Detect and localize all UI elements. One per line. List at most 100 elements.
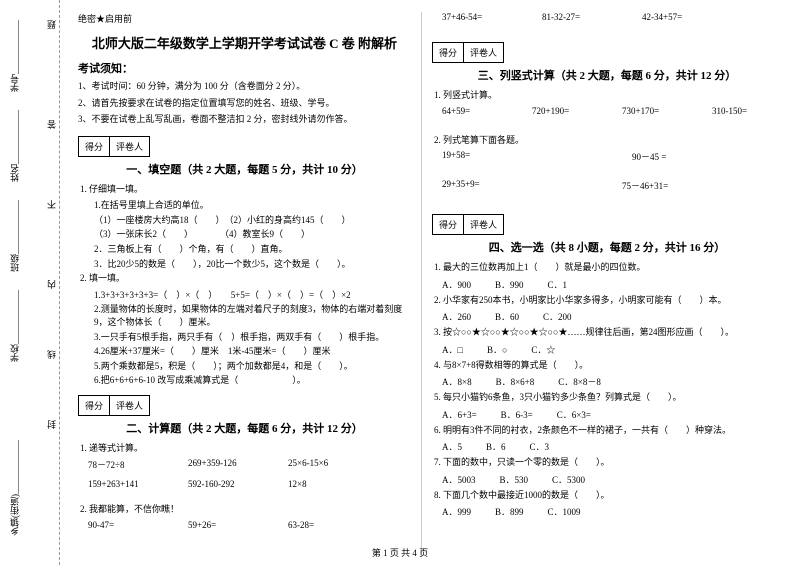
opt: C．3 — [530, 440, 550, 453]
q2-4: 4.26厘米+37厘米=（ ）厘米 1米-45厘米=（ ）厘米 — [78, 345, 411, 358]
calc-item: 90－45 = — [632, 150, 702, 163]
grader-label: 评卷人 — [110, 137, 149, 156]
opt: B．○ — [487, 343, 507, 356]
seal-text-2: 答 — [45, 120, 58, 129]
notice-heading: 考试须知： — [78, 60, 411, 76]
calc-item: 592-160-292 — [188, 479, 258, 489]
section-2-title: 二、计算题（共 2 大题，每题 6 分，共计 12 分） — [78, 420, 411, 436]
notice-3: 3、不要在试卷上乱写乱画，卷面不整洁扣 2 分，密封线外请勿作答。 — [78, 113, 411, 126]
calc-item: 59+26= — [188, 520, 258, 530]
score-label: 得分 — [433, 215, 464, 234]
calc-item: 81-32-27= — [542, 12, 612, 22]
score-label: 得分 — [79, 137, 110, 156]
opt: C．200 — [543, 310, 572, 323]
s4q7: 7. 下面的数中，只读一个零的数是（ ）。 — [432, 456, 782, 470]
opt: C．1009 — [548, 505, 581, 518]
opts-3: A．□ B．○ C．☆ — [432, 343, 782, 356]
seal-text-1: 题 — [45, 20, 58, 29]
q1: 1. 仔细填一填。 — [78, 183, 411, 197]
q2-1: 1.3+3+3+3+3+3=（ ）×（ ） 5+5=（ ）×（ ）=（ ）×2 — [78, 289, 411, 302]
grader-label: 评卷人 — [464, 215, 503, 234]
binding-margin: 学号____________ 姓名____________ 班级________… — [0, 0, 60, 565]
calc-item: 78－72÷8 — [88, 458, 158, 471]
opt: B．530 — [500, 473, 529, 486]
q2: 2. 填一填。 — [78, 272, 411, 286]
q1-1: 1.在括号里填上合适的单位。 — [78, 199, 411, 212]
opt: B．8×6+8 — [496, 375, 535, 388]
calc-item: 12×8 — [288, 479, 358, 489]
vert-row-1: 64+59= 720+190= 730+170= 310-150= — [432, 106, 782, 116]
page-footer: 第 1 页 共 4 页 — [372, 546, 428, 559]
s3q2: 2. 列式笔算下面各题。 — [432, 134, 782, 148]
q2-3: 3.一只手有5根手指，两只手有（ ）根手指，两双手有（ ）根手指。 — [78, 331, 411, 344]
calc-item: 63-28= — [288, 520, 358, 530]
s4q8: 8. 下面几个数中最接近1000的数是（ ）。 — [432, 489, 782, 503]
calc-item: 310-150= — [712, 106, 782, 116]
right-column: 37+46-54= 81-32-27= 42-34+57= 得分 评卷人 三、列… — [422, 12, 792, 557]
opt: A．260 — [442, 310, 471, 323]
calc-item: 64+59= — [442, 106, 512, 116]
s4q5: 5. 每只小猫钓6条鱼，3只小猫钓多少条鱼？列算式是（ ）。 — [432, 391, 782, 405]
opts-1: A．900 B．990 C．1 — [432, 278, 782, 291]
label-xuexiao: 学校____________ — [8, 290, 21, 362]
s3q1: 1. 列竖式计算。 — [432, 89, 782, 103]
calc-row-4: 37+46-54= 81-32-27= 42-34+57= — [432, 12, 782, 22]
score-label: 得分 — [79, 396, 110, 415]
opt: B．6-3= — [501, 408, 533, 421]
section-1-title: 一、填空题（共 2 大题，每题 5 分，共计 10 分） — [78, 161, 411, 177]
opts-4: A．8×8 B．8×6+8 C．8×8－8 — [432, 375, 782, 388]
grader-label: 评卷人 — [464, 43, 503, 62]
opt: B．990 — [495, 278, 524, 291]
calc-item: 42-34+57= — [642, 12, 712, 22]
opt: C．6×3= — [557, 408, 591, 421]
score-box-3: 得分 评卷人 — [432, 42, 504, 63]
s4q1: 1. 最大的三位数再加上1（ ）就是最小的四位数。 — [432, 261, 782, 275]
left-column: 绝密★启用前 北师大版二年级数学上学期开学考试试卷 C 卷 附解析 考试须知： … — [68, 12, 422, 557]
opts-7: A．5003 B．530 C．5300 — [432, 473, 782, 486]
notice-1: 1、考试时间：60 分钟，满分为 100 分（含卷面分 2 分）。 — [78, 80, 411, 93]
calc-row-1: 78－72÷8 269+359-126 25×6-15×6 — [78, 458, 411, 471]
calc-item: 720+190= — [532, 106, 602, 116]
calc-item: 19+58= — [442, 150, 512, 163]
q2-2: 2.测量物体的长度时，如果物体的左端对着尺子的刻度3，物体的右端对着刻度9，这个… — [78, 303, 411, 328]
opt: A．□ — [442, 343, 463, 356]
opt: C．5300 — [552, 473, 585, 486]
calc-item: 37+46-54= — [442, 12, 512, 22]
label-xuehao: 学号____________ — [8, 20, 21, 92]
q1-1b: （3）一张床长2（ ） （4）教室长9（ ） — [78, 228, 411, 241]
calc-item: 75－46+31= — [622, 179, 692, 192]
label-xiangzhen: 乡镇(街道)____________ — [8, 440, 21, 536]
opt: A．999 — [442, 505, 471, 518]
opt: A．8×8 — [442, 375, 472, 388]
section-4-title: 四、选一选（共 8 小题，每题 2 分，共计 16 分） — [432, 239, 782, 255]
opt: A．6+3= — [442, 408, 477, 421]
opts-5: A．6+3= B．6-3= C．6×3= — [432, 408, 782, 421]
grader-label: 评卷人 — [110, 396, 149, 415]
secret-mark: 绝密★启用前 — [78, 12, 411, 25]
seal-text-4: 内 — [45, 280, 58, 289]
s2q2: 2. 我都能算，不信你瞧！ — [78, 503, 411, 517]
score-box-4: 得分 评卷人 — [432, 214, 504, 235]
q1-2: 2．三角板上有（ ）个角，有（ ）直角。 — [78, 243, 411, 256]
label-banji: 班级____________ — [8, 200, 21, 272]
s4q2: 2. 小华家有250本书，小明家比小华家多得多，小明家可能有（ ）本。 — [432, 294, 782, 308]
calc-item: 90-47= — [88, 520, 158, 530]
calc-row-2: 159+263+141 592-160-292 12×8 — [78, 479, 411, 489]
exam-page: 学号____________ 姓名____________ 班级________… — [0, 0, 800, 565]
opt: C．8×8－8 — [558, 375, 601, 388]
s4q6: 6. 明明有3件不同的衬衣，2条颜色不一样的裙子，一共有（ ）种穿法。 — [432, 424, 782, 438]
seal-text-3: 不 — [45, 200, 58, 209]
opts-6: A．5 B．6 C．3 — [432, 440, 782, 453]
opts-2: A．260 B．60 C．200 — [432, 310, 782, 323]
s2q1: 1. 递等式计算。 — [78, 442, 411, 456]
q1-3: 3．比20少5的数是（ ），20比一个数少5，这个数是（ ）。 — [78, 258, 411, 271]
notice-2: 2、请首先按要求在试卷的指定位置填写您的姓名、班级、学号。 — [78, 97, 411, 110]
seal-text-5: 线 — [45, 350, 58, 359]
calc-item: 25×6-15×6 — [288, 458, 358, 471]
calc-item: 269+359-126 — [188, 458, 258, 471]
calc-row-3: 90-47= 59+26= 63-28= — [78, 520, 411, 530]
vert-row-2: 19+58= 90－45 = — [432, 150, 782, 163]
opt: A．900 — [442, 278, 471, 291]
opt: B．60 — [495, 310, 519, 323]
s4q3: 3. 按☆○○★☆○○★☆○○★☆○○★……规律往后画，第24图形应画（ ）。 — [432, 326, 782, 340]
